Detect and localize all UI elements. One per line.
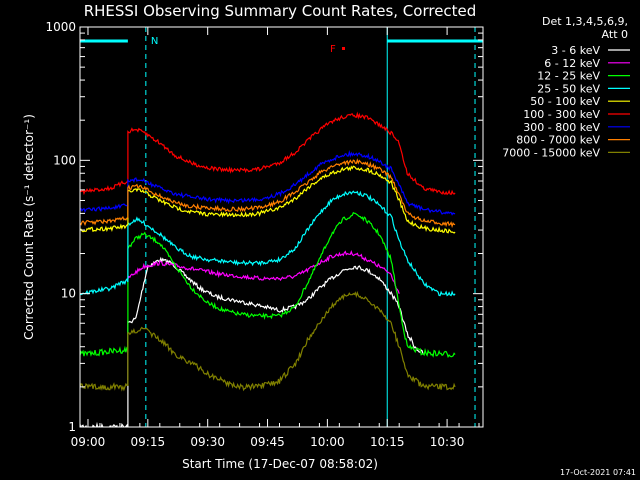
y-tick-label-3: 1000 — [45, 20, 76, 34]
plot-frame — [79, 26, 484, 428]
legend-header: Det 1,3,4,5,6,9, — [542, 15, 628, 28]
legend-label-2: 12 - 25 keV — [537, 70, 600, 83]
y-tick-label-0: 1 — [68, 420, 76, 434]
legend-label-3: 25 - 50 keV — [537, 82, 600, 95]
chart-title: RHESSI Observing Summary Count Rates, Co… — [84, 2, 477, 20]
timestamp: 17-Oct-2021 07:41 — [560, 468, 636, 477]
legend-label-7: 800 - 7000 keV — [516, 134, 600, 147]
series-line-7 — [80, 158, 456, 229]
y-axis-ticks: 1 10 100 1000 — [45, 20, 483, 434]
series-line-3 — [80, 190, 456, 297]
x-tick-label-0: 09:00 — [71, 435, 106, 449]
flag-f-marker — [342, 47, 345, 50]
series-line-2 — [80, 211, 456, 359]
series-line-4 — [80, 165, 456, 234]
x-tick-label-4: 10:00 — [310, 435, 345, 449]
x-tick-label-5: 10:15 — [370, 435, 405, 449]
x-tick-label-1: 09:15 — [131, 435, 166, 449]
x-tick-label-2: 09:30 — [190, 435, 225, 449]
legend-label-6: 300 - 800 keV — [523, 121, 600, 134]
flag-f: F — [330, 44, 336, 55]
legend-header-2: Att 0 — [602, 28, 628, 41]
legend-label-1: 6 - 12 keV — [544, 57, 600, 70]
x-axis-label: Start Time (17-Dec-07 08:58:02) — [182, 457, 378, 471]
x-tick-label-3: 09:45 — [250, 435, 285, 449]
plot-area: NF — [80, 27, 483, 427]
series-line-8 — [80, 290, 456, 392]
series-line-1 — [127, 250, 400, 294]
series-line-5 — [80, 111, 456, 196]
legend-label-0: 3 - 6 keV — [551, 44, 600, 57]
series-line-6 — [80, 150, 456, 216]
legend-label-5: 100 - 300 keV — [523, 108, 600, 121]
x-axis-ticks: 09:00 09:15 09:30 09:45 10:00 10:15 10:30 — [71, 27, 480, 449]
series-line-0 — [80, 256, 424, 427]
legend-label-8: 7000 - 15000 keV — [502, 146, 600, 159]
legend-label-4: 50 - 100 keV — [530, 95, 600, 108]
y-axis-label: Corrected Count Rate (s⁻¹ detector⁻¹) — [22, 114, 36, 340]
flag-n: N — [151, 36, 158, 47]
y-tick-label-1: 10 — [61, 287, 76, 301]
y-tick-label-2: 100 — [53, 153, 76, 167]
x-tick-label-6: 10:30 — [430, 435, 465, 449]
